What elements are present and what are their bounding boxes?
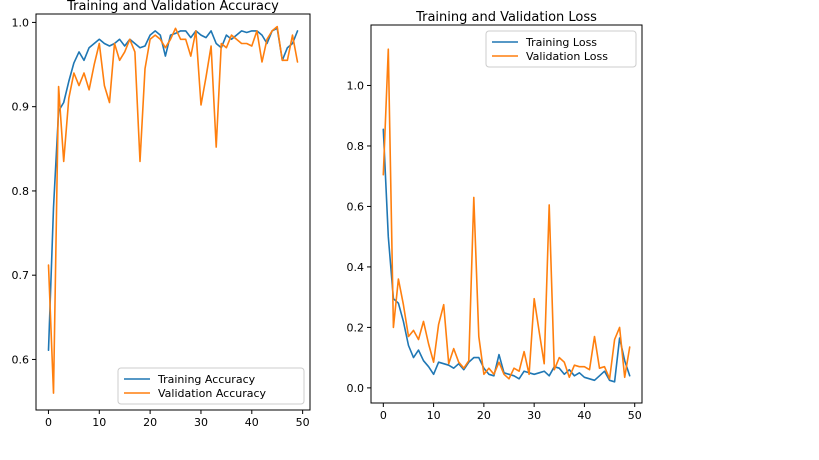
subplot-loss: Training and Validation Loss 0 10 20 30 40 50 0… [347, 10, 643, 422]
y-tick-label: 0.4 [347, 261, 365, 274]
y-tick-label: 0.8 [12, 185, 30, 198]
y-tick-label: 1.0 [12, 16, 30, 29]
y-tick-label: 0.8 [347, 140, 365, 153]
subplot-accuracy: Training and Validation Accuracy 0 10 20 30 4… [12, 0, 311, 429]
series-line-training [382, 128, 631, 383]
y-tick-label: 0.6 [347, 200, 365, 213]
series-line-validation [47, 25, 299, 394]
legend-label-training: Training Loss [525, 36, 597, 49]
legend-box [117, 367, 305, 405]
series-line-validation [382, 48, 631, 380]
axes-frame [370, 24, 643, 404]
y-tick-label: 0.6 [12, 353, 30, 366]
x-tick-label: 10 [92, 416, 106, 429]
x-tick-label: 0 [380, 409, 387, 422]
x-tick-label: 30 [527, 409, 541, 422]
y-tick-label: 0.2 [347, 321, 365, 334]
chart-title: Training and Validation Accuracy [66, 0, 279, 14]
x-tick-label: 40 [245, 416, 259, 429]
x-tick-label: 40 [577, 409, 591, 422]
y-tick-label: 0.0 [347, 382, 365, 395]
axes-frame [35, 13, 311, 411]
x-tick-label: 50 [296, 416, 310, 429]
legend-label-validation: Validation Loss [526, 50, 608, 63]
y-tick-label: 1.0 [347, 79, 365, 92]
x-tick-label: 10 [427, 409, 441, 422]
x-tick-label: 30 [194, 416, 208, 429]
y-tick-label: 0.7 [12, 269, 30, 282]
legend-box [485, 30, 637, 68]
chart-title: Training and Validation Loss [415, 10, 597, 25]
x-tick-label: 20 [477, 409, 491, 422]
y-tick-label: 0.9 [12, 101, 30, 114]
x-tick-label: 50 [628, 409, 642, 422]
legend-label-validation: Validation Accuracy [158, 387, 267, 400]
x-tick-label: 20 [143, 416, 157, 429]
legend-label-training: Training Accuracy [157, 373, 256, 386]
x-tick-label: 0 [45, 416, 52, 429]
